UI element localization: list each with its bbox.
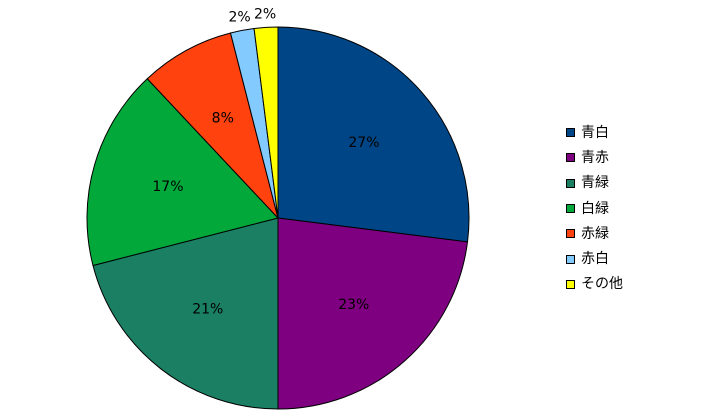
legend-swatch-4	[566, 229, 575, 239]
legend-label-6: その他	[581, 276, 623, 293]
pie-slices	[86, 26, 470, 410]
legend-swatch-2	[566, 178, 575, 188]
legend-item-0: 青白	[566, 120, 623, 145]
legend-item-5: 赤白	[566, 246, 623, 271]
pie-slice-3	[86, 78, 279, 267]
pie-slice-label-3: 17%	[152, 179, 183, 195]
legend: 青白青赤青緑白緑赤緑赤白その他	[566, 120, 623, 297]
legend-item-2: 青緑	[566, 171, 623, 196]
legend-label-1: 青赤	[581, 149, 609, 166]
pie-labels: 27% 23% 21% 17% 8% 2% 2%	[152, 6, 379, 317]
pie-slice-4	[146, 32, 279, 219]
legend-swatch-1	[566, 153, 575, 163]
pie-slice-6	[253, 26, 279, 219]
pie-slice-label-0: 27%	[348, 135, 379, 151]
legend-swatch-5	[566, 254, 575, 264]
legend-item-4: 赤緑	[566, 221, 623, 246]
pie-slice-label-1: 23%	[338, 297, 369, 313]
legend-label-5: 赤白	[581, 251, 609, 268]
pie-slice-1	[277, 217, 469, 410]
legend-swatch-0	[566, 128, 575, 138]
legend-label-0: 青白	[581, 124, 609, 141]
legend-item-1: 青赤	[566, 145, 623, 170]
pie-slice-label-6: 2%	[254, 6, 276, 22]
legend-label-4: 赤緑	[581, 225, 609, 242]
legend-label-3: 白緑	[581, 200, 609, 217]
pie-slice-label-2: 21%	[192, 302, 223, 318]
pie-slice-2	[92, 217, 279, 410]
legend-label-2: 青緑	[581, 175, 609, 192]
pie-slice-label-4: 8%	[212, 111, 234, 127]
legend-swatch-3	[566, 204, 575, 214]
legend-item-3: 白緑	[566, 196, 623, 221]
pie-slice-0	[277, 26, 470, 243]
legend-item-6: その他	[566, 272, 623, 297]
legend-swatch-6	[566, 279, 575, 289]
pie-slice-label-5: 2%	[228, 10, 250, 26]
